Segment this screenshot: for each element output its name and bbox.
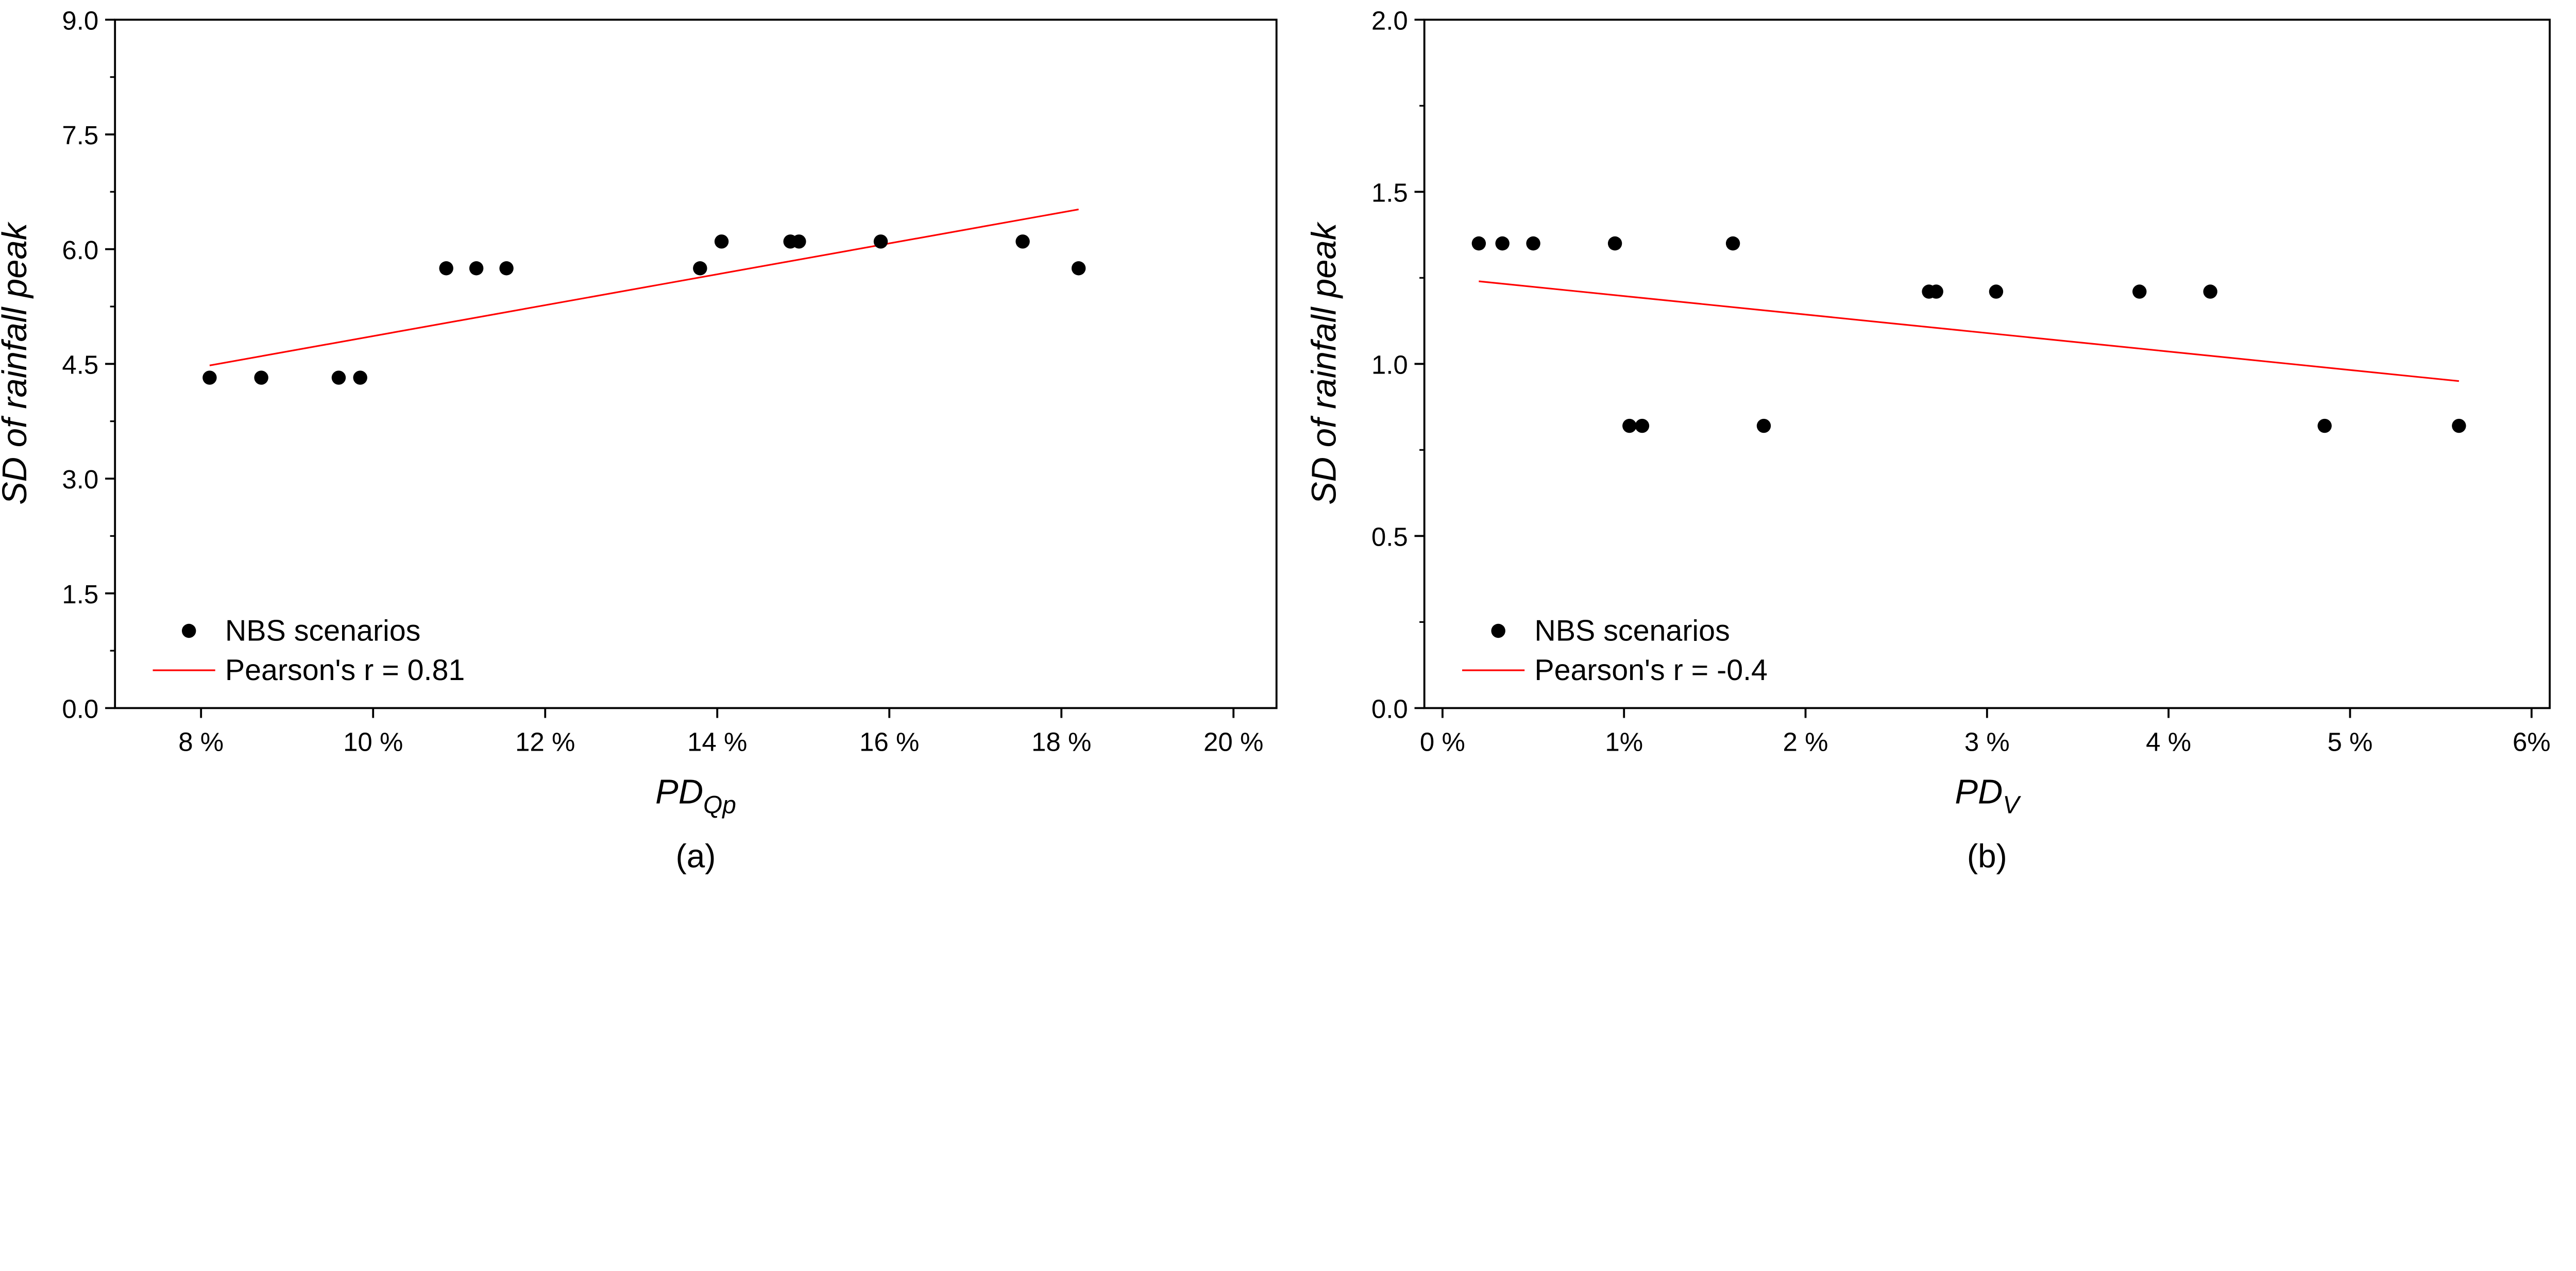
data-point [353, 370, 367, 385]
data-point [1622, 418, 1637, 433]
x-axis-label-sub: Qp [703, 791, 736, 819]
x-tick-label: 18 % [1031, 727, 1091, 756]
data-point [1756, 418, 1771, 433]
figure: 8 % 10 % 12 % 14 % 16 % 18 % 20 % 0.0 1.5 3.0 4.5 6… [0, 6, 2551, 875]
legend-label-points: NBS scenarios [1534, 615, 1730, 648]
data-point [254, 370, 268, 385]
data-point [439, 261, 453, 276]
legend-label-line: Pearson's r = 0.81 [225, 654, 465, 687]
data-point [2132, 284, 2147, 299]
y-tick-label: 1.5 [62, 580, 98, 609]
data-point [331, 370, 346, 385]
x-axis-label-sub: V [2003, 791, 2021, 819]
y-tick-label: 7.5 [62, 121, 98, 150]
y-tick-label: 0.0 [1371, 694, 1408, 723]
plot-frame [114, 19, 1278, 709]
data-point [202, 370, 217, 385]
data-point [2317, 418, 2332, 433]
data-point [1929, 284, 1943, 299]
x-tick-label: 2 % [1783, 727, 1828, 756]
x-tick-label: 20 % [1204, 727, 1263, 756]
data-point [1989, 284, 2004, 299]
data-point [1495, 236, 1510, 251]
data-point [1071, 261, 1086, 276]
x-axis-label: PDV [1955, 772, 2021, 819]
data-point [792, 234, 806, 249]
fit-line [209, 208, 1079, 366]
y-axis-label: SD of rainfall peak [1304, 221, 1343, 505]
data-point [714, 234, 729, 249]
x-axis-label-main: PD [655, 772, 703, 811]
legend-label-points: NBS scenarios [225, 615, 420, 648]
data-point [873, 234, 888, 249]
y-tick-label: 4.5 [62, 350, 98, 379]
chart-panel-a: 8 % 10 % 12 % 14 % 16 % 18 % 20 % 0.0 1.5 3.0 4.5 6… [0, 6, 1278, 875]
x-axis-label: PDQp [655, 772, 736, 819]
y-tick-label: 9.0 [62, 6, 98, 35]
x-tick-label: 0 % [1420, 727, 1465, 756]
data-point [693, 261, 707, 276]
data-point [1725, 236, 1740, 251]
y-tick-label: 1.0 [1371, 350, 1408, 379]
legend-marker-points [181, 623, 196, 638]
data-point [1635, 418, 1650, 433]
x-tick-label: 14 % [687, 727, 747, 756]
fit-line [1479, 280, 2459, 382]
y-tick-label: 6.0 [62, 235, 98, 265]
x-tick-label: 8 % [178, 727, 224, 756]
x-tick-label: 12 % [515, 727, 575, 756]
data-point [2452, 418, 2466, 433]
y-tick-label: 0.0 [62, 694, 98, 723]
y-tick-label: 3.0 [62, 465, 98, 494]
data-point [499, 261, 514, 276]
panel-label: (b) [1967, 838, 2007, 875]
plot-frame [1423, 19, 2551, 709]
x-tick-label: 4 % [2146, 727, 2191, 756]
x-tick-label: 10 % [343, 727, 403, 756]
y-tick-label: 1.5 [1371, 178, 1408, 207]
x-tick-label: 1% [1605, 727, 1643, 756]
data-point [1607, 236, 1622, 251]
y-tick-label: 2.0 [1371, 6, 1408, 35]
chart-panel-b: 0 % 1% 2 % 3 % 4 % 5 % 6% 0.0 0.5 1.0 1.5 2.0 PDV (b)… [1304, 6, 2551, 875]
data-point [1015, 234, 1030, 249]
data-point [2203, 284, 2217, 299]
data-point [1471, 236, 1486, 251]
y-tick-label: 0.5 [1371, 522, 1408, 551]
panel-label: (a) [675, 838, 716, 875]
x-tick-label: 5 % [2327, 727, 2372, 756]
y-axis-label: SD of rainfall peak [0, 221, 34, 505]
x-tick-label: 3 % [1964, 727, 2010, 756]
legend-label-line: Pearson's r = -0.4 [1534, 654, 1768, 687]
x-axis-label-main: PD [1955, 772, 2003, 811]
x-tick-label: 6% [2513, 727, 2551, 756]
data-point [1526, 236, 1540, 251]
data-point [469, 261, 484, 276]
x-tick-label: 16 % [859, 727, 919, 756]
legend-marker-points [1491, 623, 1505, 638]
